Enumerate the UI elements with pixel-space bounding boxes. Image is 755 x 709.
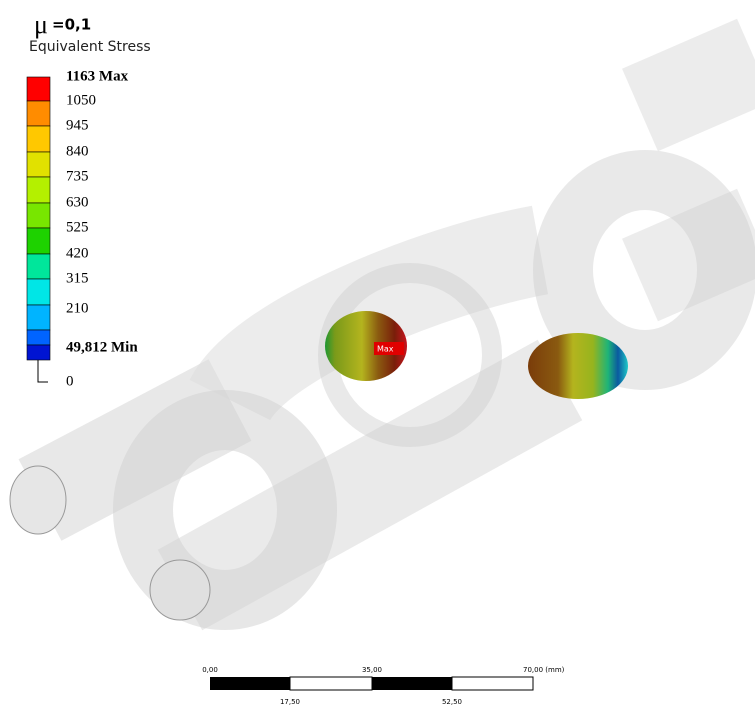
scale-label: 52,50	[442, 698, 462, 706]
legend-label: 735	[66, 168, 89, 184]
legend-swatch	[27, 254, 50, 279]
legend-swatch	[27, 279, 50, 305]
scale-label: 0,00	[202, 666, 218, 674]
legend-label: 210	[66, 300, 89, 316]
section-contour	[528, 333, 628, 399]
legend-label: 420	[66, 245, 89, 261]
legend-label: 0	[66, 373, 74, 389]
legend-label: 525	[66, 219, 89, 235]
legend-label: 630	[66, 194, 89, 210]
legend-swatch	[27, 77, 50, 101]
tube-end	[10, 466, 66, 534]
tube	[640, 60, 755, 110]
legend-swatch	[27, 101, 50, 126]
header-value: =0,1	[52, 16, 91, 34]
legend-label: 1163 Max	[66, 68, 129, 84]
scale-segment	[210, 677, 290, 690]
scale-label: 35,00	[362, 666, 382, 674]
legend-swatch	[27, 203, 50, 228]
legend-swatch	[27, 152, 50, 177]
legend-swatch	[27, 177, 50, 203]
legend-swatch	[27, 330, 50, 345]
probe-label: Max	[377, 345, 394, 354]
legend-label: 945	[66, 117, 89, 133]
scale-label: 70,00 (mm)	[523, 666, 565, 674]
legend-label: 1050	[66, 92, 96, 108]
scale-label: 17,50	[280, 698, 300, 706]
scale-segment	[452, 677, 533, 690]
scale-segment	[372, 677, 452, 690]
scale-bar: 0,00 35,00 70,00 (mm) 17,50 52,50	[202, 666, 564, 706]
scene: Max μ =0,1 Equivalent Stress 1163 Max 105…	[0, 0, 755, 709]
header-symbol: μ	[34, 10, 48, 39]
legend-bracket	[38, 360, 48, 382]
legend-swatch	[27, 305, 50, 330]
legend-label: 49,812 Min	[66, 339, 138, 355]
legend-label: 315	[66, 270, 89, 286]
probe: Max	[374, 342, 404, 355]
legend-swatch	[27, 126, 50, 152]
viewport: Max μ =0,1 Equivalent Stress 1163 Max 105…	[0, 0, 755, 709]
tube-end	[150, 560, 210, 620]
legend-swatch	[27, 228, 50, 254]
legend-swatch	[27, 345, 50, 360]
legend: 1163 Max 1050 945 840 735 630 525 420 315 210 49,8…	[27, 68, 138, 389]
header-quantity: Equivalent Stress	[29, 39, 151, 55]
legend-label: 840	[66, 143, 89, 159]
scale-segment	[290, 677, 372, 690]
